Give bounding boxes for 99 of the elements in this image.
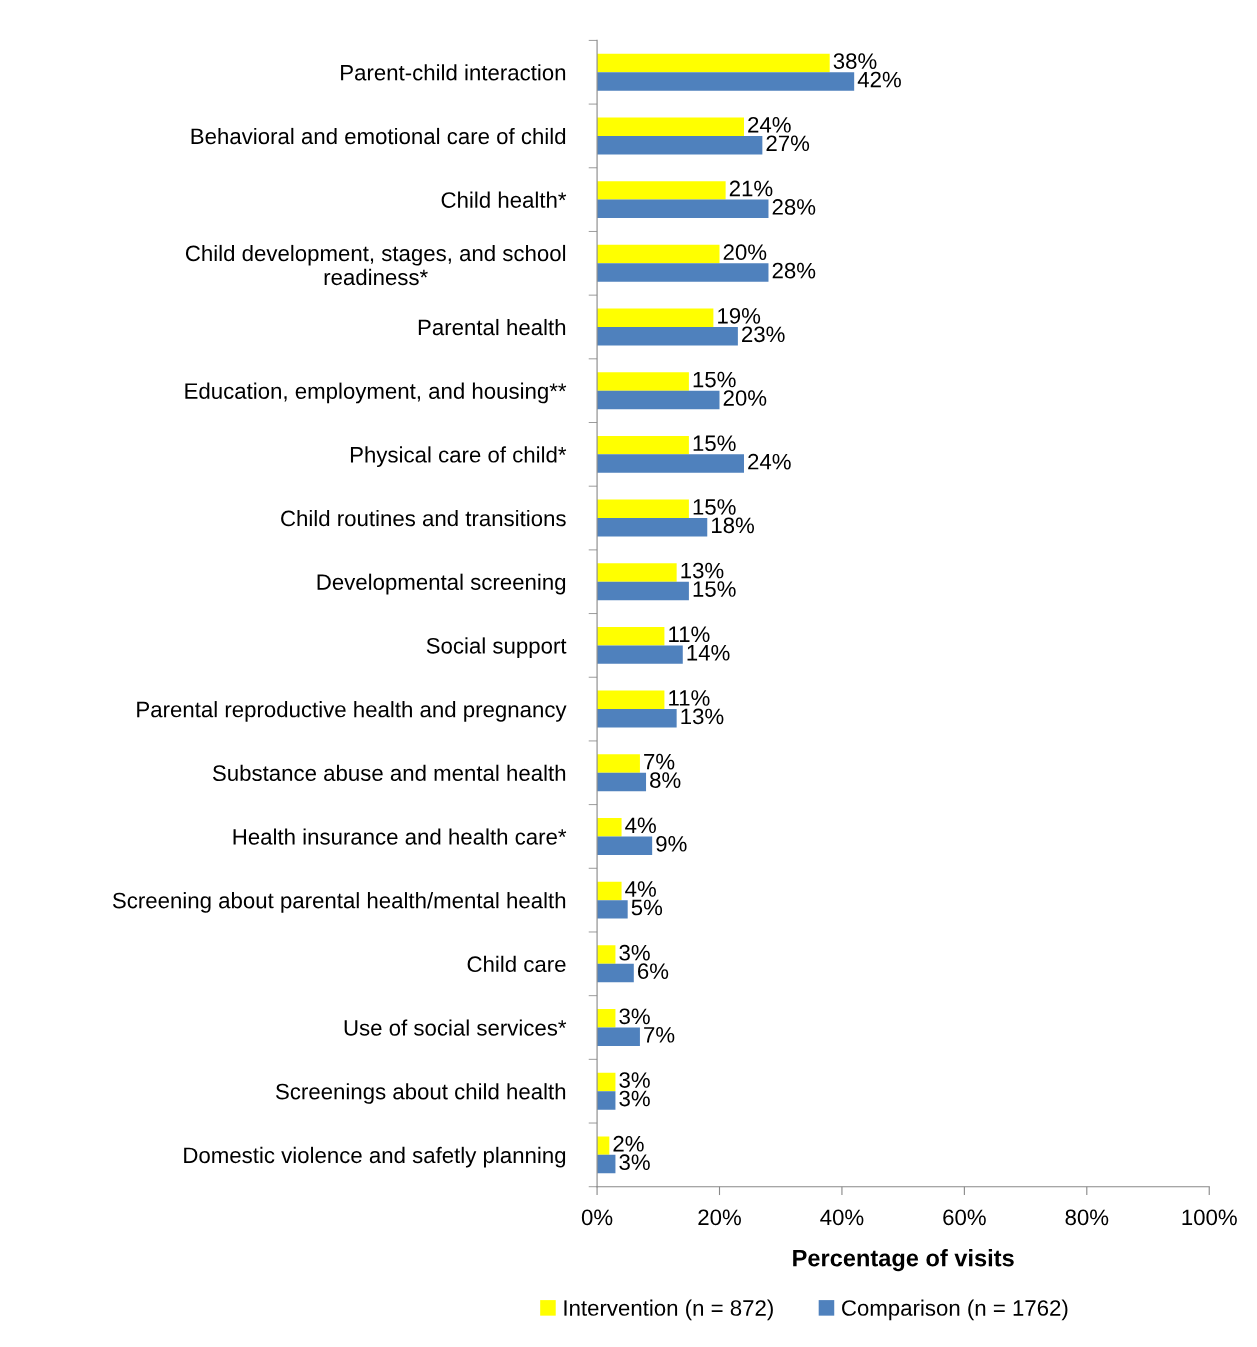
- y-tick-label: Use of social services*: [344, 1019, 567, 1036]
- data-label: 3%: [619, 1008, 650, 1025]
- data-label: 13%: [681, 562, 724, 579]
- data-label: 24%: [748, 116, 791, 133]
- data-label: 2%: [613, 1135, 644, 1152]
- bar: [597, 1091, 616, 1110]
- data-label: 4%: [625, 817, 656, 834]
- data-label: 6%: [637, 963, 669, 980]
- bar: [597, 435, 689, 455]
- bar: [597, 518, 708, 537]
- y-tick-label: Parental health: [418, 318, 566, 336]
- bar: [597, 263, 769, 282]
- data-label: 20%: [723, 244, 767, 261]
- bar: [597, 817, 622, 837]
- bar: [597, 626, 665, 646]
- bar: [597, 754, 640, 773]
- x-tick-label: 80%: [1065, 1209, 1109, 1226]
- data-label: 11%: [669, 626, 710, 643]
- y-tick-label: Social support: [426, 637, 567, 659]
- y-tick-label: Child development, stages, and school readiness*: [185, 244, 566, 286]
- bar: [597, 117, 744, 136]
- data-label: 9%: [656, 835, 687, 852]
- legend-label: Intervention (n = 872): [564, 1299, 773, 1321]
- bar: [597, 690, 665, 710]
- data-label: 13%: [681, 708, 724, 725]
- x-tick-label: 20%: [698, 1209, 741, 1226]
- y-tick-label: Parental reproductive health and pregnancy: [137, 701, 567, 722]
- data-label: 8%: [650, 772, 681, 788]
- bar: [597, 308, 714, 327]
- x-tick-label: 0%: [581, 1209, 613, 1226]
- bar: [597, 963, 634, 983]
- bar: [597, 881, 622, 901]
- data-label: 15%: [693, 499, 736, 515]
- data-label: 27%: [766, 135, 810, 152]
- bar: [597, 563, 677, 582]
- bar: [597, 945, 616, 964]
- y-tick-label: Developmental screening: [317, 573, 566, 595]
- y-tick-label: Physical care of child*: [350, 446, 567, 468]
- bar: [597, 72, 855, 91]
- data-label: 38%: [833, 53, 877, 69]
- y-tick-label: Education, employment, and housing**: [185, 382, 567, 404]
- y-tick-label: Behavioral and emotional care of child: [191, 127, 566, 145]
- data-label: 11%: [669, 690, 710, 706]
- data-label: 4%: [625, 881, 656, 897]
- y-tick-label: Domestic violence and safetly planning: [184, 1146, 566, 1168]
- bar: [597, 53, 830, 73]
- y-tick-label: Child routines and transitions: [281, 509, 566, 527]
- bar: [597, 1072, 616, 1092]
- y-tick-label: Parent-child interaction: [341, 64, 566, 81]
- bar: [597, 135, 763, 155]
- bar: [597, 499, 689, 519]
- bar: [597, 900, 628, 919]
- bar: [597, 581, 689, 601]
- data-label: 42%: [857, 71, 901, 88]
- bar: [597, 454, 744, 473]
- bar: [597, 1009, 616, 1028]
- bar: [597, 709, 677, 728]
- data-label: 5%: [631, 899, 663, 916]
- bar: [597, 372, 689, 391]
- x-tick-label: 60%: [943, 1209, 986, 1226]
- data-label: 15%: [693, 581, 736, 597]
- legend-label: Comparison (n = 1762): [842, 1299, 1068, 1321]
- data-label: 18%: [712, 517, 755, 534]
- data-label: 21%: [729, 180, 773, 197]
- data-label: 19%: [718, 307, 761, 324]
- y-tick-label: Screenings about child health: [275, 1083, 566, 1104]
- data-label: 28%: [772, 262, 816, 279]
- bar: [597, 244, 720, 264]
- bar: [597, 390, 720, 410]
- data-label: 3%: [619, 1090, 650, 1107]
- bar: [597, 326, 738, 346]
- bar: [597, 1154, 616, 1174]
- bar: [597, 1136, 610, 1155]
- bar: [597, 1027, 640, 1046]
- data-label: 15%: [693, 435, 736, 452]
- data-label: 3%: [619, 1154, 650, 1171]
- data-label: 15%: [693, 371, 736, 388]
- bar: [597, 645, 683, 664]
- y-tick-label: Health insurance and health care*: [233, 828, 567, 845]
- data-label: 14%: [687, 644, 730, 661]
- data-label: 23%: [742, 326, 785, 343]
- x-tick-label: 40%: [820, 1209, 864, 1226]
- y-tick-label: Child health*: [441, 191, 567, 208]
- data-label: 28%: [772, 199, 816, 215]
- data-label: 7%: [644, 753, 675, 770]
- data-label: 20%: [723, 390, 767, 406]
- data-label: 3%: [619, 1072, 650, 1088]
- x-axis-title: Percentage of visits: [793, 1249, 1014, 1272]
- x-tick-label: 100%: [1182, 1209, 1237, 1226]
- y-tick-label: Substance abuse and mental health: [212, 764, 566, 782]
- y-tick-label: Screening about parental health/mental health: [112, 892, 566, 913]
- bar: [597, 199, 769, 219]
- y-tick-label: Child care: [467, 955, 566, 973]
- bar: [597, 772, 647, 792]
- bar: [597, 181, 726, 200]
- data-label: 3%: [619, 944, 650, 961]
- data-label: 24%: [748, 453, 791, 470]
- bar: [597, 836, 653, 855]
- data-label: 7%: [644, 1027, 675, 1043]
